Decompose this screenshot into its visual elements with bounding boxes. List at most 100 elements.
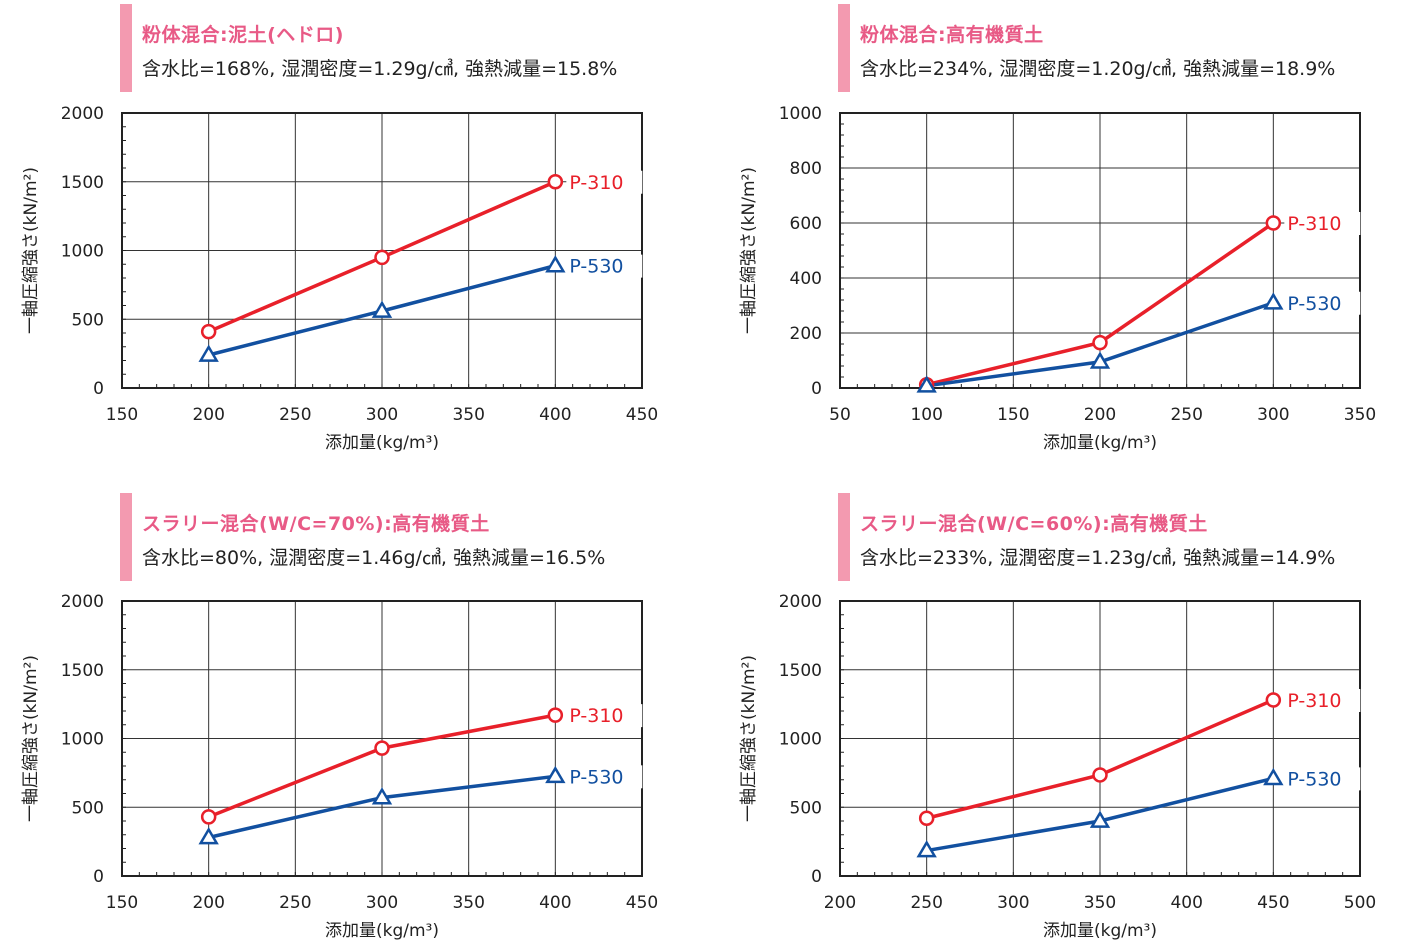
- data-point-p-530: [1263, 767, 1284, 786]
- y-tick-label: 1000: [61, 242, 104, 262]
- series-label-p-530: P-530: [1287, 768, 1341, 790]
- x-tick-label: 400: [539, 893, 571, 913]
- title-accent-bar: [120, 4, 132, 92]
- chart-title: 粉体混合:高有機質土: [860, 24, 1044, 46]
- data-point-p-310: [374, 249, 390, 266]
- x-tick-label: 200: [192, 893, 224, 913]
- y-axis-label: 一軸圧縮強さ(kN/m²): [739, 655, 759, 822]
- x-axis-label: 添加量(kg/m³): [1043, 433, 1157, 453]
- title-accent-bar: [120, 493, 132, 581]
- series-label-p-310: P-310: [569, 172, 623, 194]
- x-tick-label: 50: [829, 405, 851, 425]
- data-point-p-530: [371, 787, 393, 805]
- chart-3: 150 200 250 300 350 400 450 0 500 1000 1500 2000 添加量…: [21, 592, 658, 941]
- x-tick-label: 300: [1257, 405, 1289, 425]
- x-tick-label: 350: [1344, 405, 1376, 425]
- x-tick-label: 450: [626, 893, 658, 913]
- plot-frame: [121, 112, 643, 389]
- y-tick-label: 600: [790, 214, 822, 234]
- x-tick-label: 350: [452, 893, 484, 913]
- data-point-p-310: [200, 323, 217, 340]
- x-tick-label: 150: [997, 405, 1029, 425]
- data-point-p-530: [371, 300, 393, 318]
- data-point-p-310: [1092, 334, 1108, 351]
- series-label-bg: [566, 704, 643, 728]
- series-label-p-310: P-310: [1287, 690, 1341, 712]
- series-label-p-530: P-530: [569, 766, 623, 788]
- y-tick-label: 0: [811, 867, 822, 887]
- y-axis-label: 一軸圧縮強さ(kN/m²): [21, 655, 41, 822]
- chart-subtitle: 含水比=233%, 湿潤密度=1.23g/㎤, 強熱減量=14.9%: [860, 547, 1336, 569]
- series-label-bg: [1284, 767, 1361, 791]
- chart-title: スラリー混合(W/C=70%):高有機質土: [142, 513, 490, 535]
- plot-frame: [121, 600, 643, 877]
- x-tick-label: 250: [1170, 405, 1202, 425]
- series-label-p-310: P-310: [1287, 213, 1341, 235]
- y-tick-label: 1000: [779, 730, 822, 750]
- x-tick-label: 500: [1344, 893, 1376, 913]
- x-tick-label: 400: [539, 405, 571, 425]
- x-tick-label: 450: [1257, 893, 1289, 913]
- y-tick-label: 1000: [779, 104, 822, 124]
- y-tick-label: 500: [72, 310, 104, 330]
- series-label-bg: [566, 765, 643, 789]
- chart-subtitle: 含水比=80%, 湿潤密度=1.46g/㎤, 強熱減量=16.5%: [142, 547, 606, 569]
- x-axis-label: 添加量(kg/m³): [325, 433, 439, 453]
- x-tick-label: 250: [279, 893, 311, 913]
- data-point-p-530: [916, 840, 937, 858]
- x-tick-label: 200: [1084, 405, 1116, 425]
- series-label-p-530: P-530: [569, 256, 623, 278]
- y-tick-label: 500: [72, 798, 104, 818]
- series-label-bg: [566, 170, 643, 194]
- x-tick-label: 200: [824, 893, 856, 913]
- y-axis-label: 一軸圧縮強さ(kN/m²): [21, 167, 41, 334]
- x-tick-label: 400: [1170, 893, 1202, 913]
- x-tick-label: 450: [626, 405, 658, 425]
- y-tick-label: 0: [93, 379, 104, 399]
- y-tick-label: 500: [790, 798, 822, 818]
- data-point-p-530: [1089, 351, 1111, 369]
- data-point-p-530: [545, 255, 566, 273]
- x-axis-label: 添加量(kg/m³): [1043, 921, 1157, 941]
- series-label-bg: [1284, 689, 1361, 712]
- x-tick-label: 250: [279, 405, 311, 425]
- y-tick-label: 1500: [61, 173, 104, 193]
- series-label-bg: [566, 254, 643, 278]
- x-tick-label: 350: [452, 405, 484, 425]
- y-tick-label: 0: [811, 379, 822, 399]
- y-tick-label: 2000: [61, 592, 104, 612]
- x-axis-label: 添加量(kg/m³): [325, 921, 439, 941]
- x-tick-label: 300: [366, 405, 398, 425]
- series-label-bg: [1284, 212, 1361, 235]
- series-label-p-310: P-310: [569, 705, 623, 727]
- chart-title: スラリー混合(W/C=60%):高有機質土: [860, 513, 1208, 535]
- data-point-p-530: [1263, 292, 1284, 310]
- chart-2: 50 100 150 200 250 300 350 0 200 400 600 800 1000 添加量…: [739, 104, 1376, 453]
- chart-subtitle: 含水比=234%, 湿潤密度=1.20g/㎤, 強熱減量=18.9%: [860, 58, 1336, 80]
- data-point-p-530: [198, 827, 219, 845]
- x-tick-label: 200: [192, 405, 224, 425]
- chart-subtitle: 含水比=168%, 湿潤密度=1.29g/㎤, 強熱減量=15.8%: [142, 58, 618, 80]
- data-point-p-530: [545, 765, 566, 784]
- data-point-p-310: [1265, 692, 1282, 708]
- series-label-bg: [1284, 291, 1361, 315]
- y-tick-label: 1500: [61, 661, 104, 681]
- x-tick-label: 150: [106, 893, 138, 913]
- y-tick-label: 1500: [779, 661, 822, 681]
- title-accent-bar: [838, 493, 850, 581]
- chart-1: 150 200 250 300 350 400 450 0 500 1000 1500 2000 添加量…: [21, 104, 658, 453]
- y-tick-label: 2000: [779, 592, 822, 612]
- data-point-p-530: [198, 344, 219, 362]
- data-point-p-310: [547, 707, 564, 723]
- y-tick-label: 200: [790, 324, 822, 344]
- x-tick-label: 150: [106, 405, 138, 425]
- title-accent-bar: [838, 4, 850, 92]
- chart-title: 粉体混合:泥土(ヘドロ): [142, 24, 344, 46]
- plot-frame: [839, 112, 1361, 389]
- y-tick-label: 800: [790, 159, 822, 179]
- data-point-p-310: [374, 740, 390, 756]
- data-point-p-310: [1092, 767, 1108, 783]
- x-tick-label: 250: [910, 893, 942, 913]
- series-label-p-530: P-530: [1287, 293, 1341, 315]
